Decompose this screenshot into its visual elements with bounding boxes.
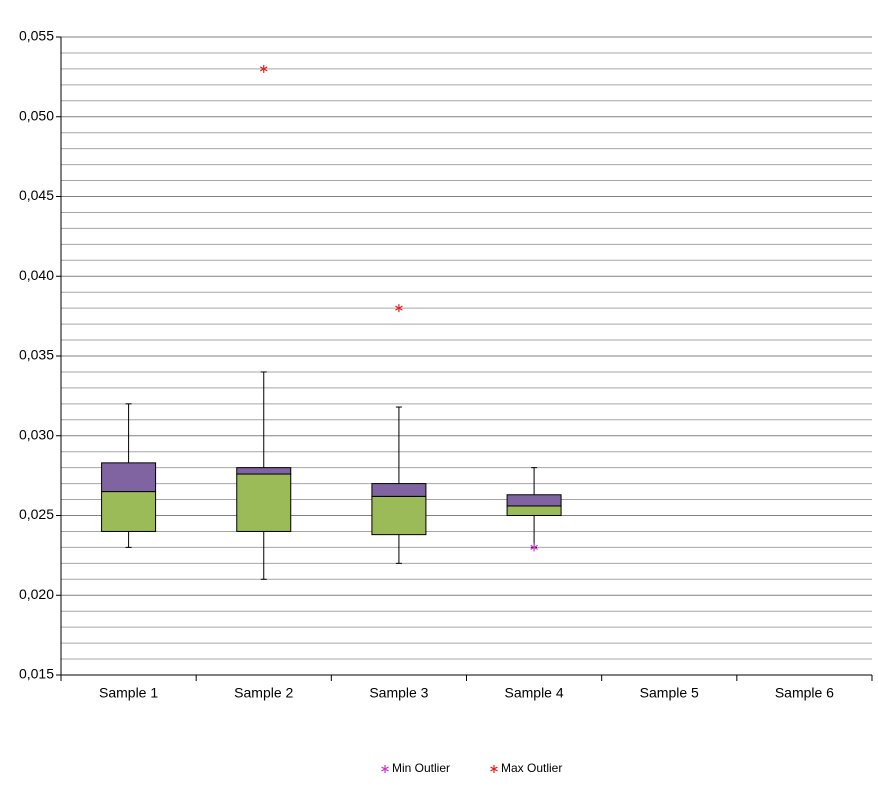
y-tick-label: 0,030 xyxy=(19,426,54,442)
y-tick-label: 0,020 xyxy=(19,586,54,602)
x-tick-label: Sample 4 xyxy=(505,685,564,701)
box-lower xyxy=(236,473,292,532)
box-upper xyxy=(371,483,427,497)
box-upper xyxy=(236,467,292,475)
outlier xyxy=(259,64,268,73)
box-lower xyxy=(506,505,562,516)
y-tick-label: 0,050 xyxy=(19,107,54,123)
legend-marker xyxy=(490,765,498,773)
y-tick-label: 0,045 xyxy=(19,187,54,203)
x-tick-label: Sample 5 xyxy=(640,685,699,701)
y-tick-label: 0,040 xyxy=(19,267,54,283)
y-tick-label: 0,025 xyxy=(19,506,54,522)
legend-label: Max Outlier xyxy=(501,761,562,775)
x-tick-label: Sample 6 xyxy=(775,685,834,701)
legend-label: Min Outlier xyxy=(392,761,450,775)
box-lower xyxy=(371,495,427,536)
x-tick-label: Sample 3 xyxy=(369,685,428,701)
y-tick-label: 0,015 xyxy=(19,666,54,682)
box-lower xyxy=(101,491,157,532)
legend-marker xyxy=(381,765,389,773)
x-tick-label: Sample 1 xyxy=(99,685,158,701)
outlier xyxy=(530,543,538,552)
outlier xyxy=(395,304,403,313)
x-tick-label: Sample 2 xyxy=(234,685,293,701)
y-tick-label: 0,055 xyxy=(19,28,54,44)
box-upper xyxy=(506,494,562,507)
y-tick-label: 0,035 xyxy=(19,347,54,363)
box-upper xyxy=(101,462,157,493)
